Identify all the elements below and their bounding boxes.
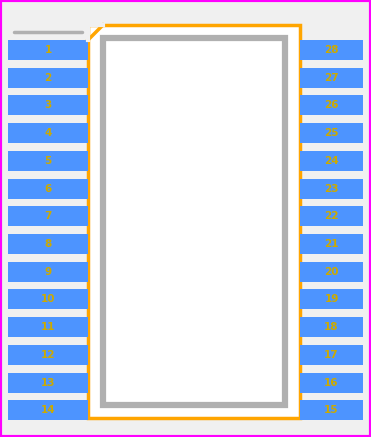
Bar (300, 68, 363, 88)
Bar (300, 40, 363, 60)
Bar (300, 345, 363, 365)
Bar (300, 179, 363, 198)
Bar (300, 373, 363, 392)
Text: 10: 10 (41, 295, 55, 305)
Bar (8, 317, 88, 337)
Text: 22: 22 (324, 211, 339, 221)
Bar (300, 400, 363, 420)
Bar (103, 38, 285, 405)
Text: 15: 15 (324, 405, 339, 415)
Bar (8, 234, 88, 254)
Bar (300, 95, 363, 115)
Bar (8, 95, 88, 115)
Text: 21: 21 (324, 239, 339, 249)
Text: 18: 18 (324, 322, 339, 332)
Text: 26: 26 (324, 101, 339, 111)
Text: 20: 20 (324, 267, 339, 277)
Text: 6: 6 (45, 184, 52, 194)
Bar (8, 68, 88, 88)
Text: 8: 8 (45, 239, 52, 249)
Bar (8, 373, 88, 392)
Text: 13: 13 (41, 378, 55, 388)
Bar (8, 179, 88, 198)
Bar (300, 234, 363, 254)
Text: 4: 4 (44, 128, 52, 138)
Text: 24: 24 (324, 156, 339, 166)
Bar (8, 289, 88, 309)
Text: 19: 19 (324, 295, 339, 305)
Bar (300, 262, 363, 282)
Text: 23: 23 (324, 184, 339, 194)
Bar (8, 345, 88, 365)
Bar (8, 206, 88, 226)
Bar (8, 262, 88, 282)
Text: 11: 11 (41, 322, 55, 332)
Bar (8, 151, 88, 171)
Text: 7: 7 (44, 211, 52, 221)
Text: 14: 14 (41, 405, 55, 415)
Bar (300, 206, 363, 226)
Text: 2: 2 (45, 73, 52, 83)
Text: 28: 28 (324, 45, 339, 55)
Text: 3: 3 (45, 101, 52, 111)
Text: 1: 1 (45, 45, 52, 55)
Bar (8, 40, 88, 60)
Text: 16: 16 (324, 378, 339, 388)
Bar (300, 151, 363, 171)
Text: 25: 25 (324, 128, 339, 138)
Text: 5: 5 (45, 156, 52, 166)
Text: 17: 17 (324, 350, 339, 360)
Bar (88, 25, 300, 418)
Text: 12: 12 (41, 350, 55, 360)
Bar (300, 317, 363, 337)
Text: 9: 9 (45, 267, 52, 277)
Text: 27: 27 (324, 73, 339, 83)
Bar (300, 123, 363, 143)
Bar (300, 289, 363, 309)
Bar (8, 123, 88, 143)
Bar (8, 400, 88, 420)
